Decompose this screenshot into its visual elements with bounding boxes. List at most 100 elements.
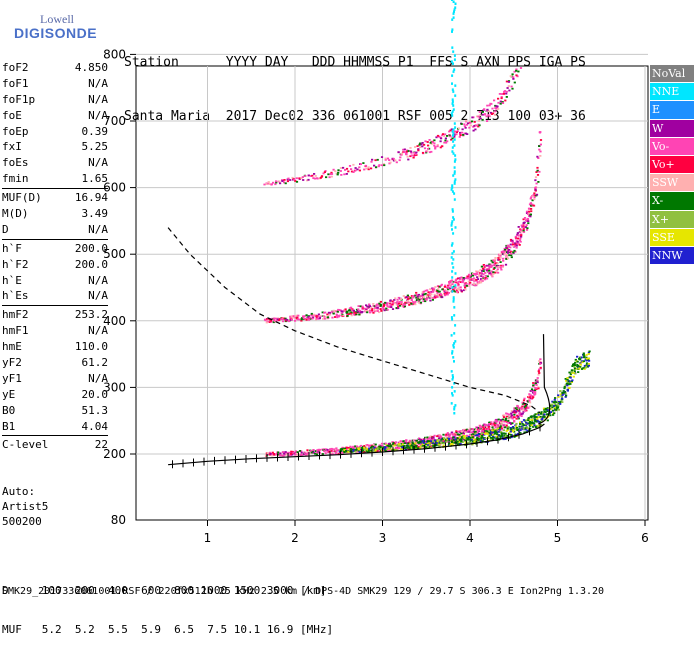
param-name: yE xyxy=(2,387,16,401)
param-value: 51.3 xyxy=(81,403,109,417)
lowell-digisonde-logo: Lowell DIGISONDE xyxy=(4,10,114,44)
param-name: foF2 xyxy=(2,61,29,74)
auto-program: Artist5 xyxy=(2,500,49,513)
param-row: B1 4.04 xyxy=(2,419,108,435)
legend-entry: NNW xyxy=(650,246,694,265)
autoscaling-info: Auto: Artist5 500200 xyxy=(2,484,48,529)
param-name: hmF2 xyxy=(2,308,29,322)
electron-density-profile xyxy=(168,423,545,466)
param-name: hmF1 xyxy=(2,324,29,338)
y-tick-label: 500 xyxy=(103,247,126,261)
param-row: foF1p N/A xyxy=(2,92,108,108)
param-name: yF1 xyxy=(2,371,22,385)
param-value: 4.850 xyxy=(74,61,108,74)
param-row: fmin 1.65 xyxy=(2,171,108,187)
polarization-legend: NoVal NNE E W Vo- Vo+ SSW X- X+ SSE NNW xyxy=(650,65,694,265)
logo-line2: DIGISONDE xyxy=(14,25,98,41)
param-row: fxI 5.25 xyxy=(2,139,108,155)
param-value: 110.0 xyxy=(74,340,108,354)
param-name: h`E xyxy=(2,273,22,287)
y-tick-label: 200 xyxy=(103,447,126,461)
param-value: 20.0 xyxy=(81,387,109,401)
x-tick-label: 5 xyxy=(554,531,562,545)
param-value: 0.39 xyxy=(81,124,109,138)
param-name: B1 xyxy=(2,419,16,433)
param-name: M(D) xyxy=(2,207,29,221)
plot-frame xyxy=(135,65,649,521)
x-tick-label: 4 xyxy=(466,531,474,545)
param-value: N/A xyxy=(88,324,108,338)
legend-entry: NoVal xyxy=(650,65,694,83)
param-value: 22 xyxy=(94,438,108,452)
legend-entry: SSW xyxy=(650,174,694,192)
x-tick-label: 2 xyxy=(291,531,299,545)
param-row: C-level 22 xyxy=(2,437,108,453)
legend-entry: NNE xyxy=(650,83,694,101)
model-profile-curve xyxy=(167,227,541,414)
logo-line1: Lowell xyxy=(40,12,74,26)
echo-trace xyxy=(263,67,523,186)
param-value: 3.49 xyxy=(81,207,109,221)
param-value: N/A xyxy=(88,273,108,287)
param-row: D N/A xyxy=(2,222,108,238)
param-row: yE 20.0 xyxy=(2,387,108,403)
param-name: C-level xyxy=(2,438,49,452)
param-row: MUF(D) 16.94 xyxy=(2,190,108,206)
param-name: foEp xyxy=(2,124,29,138)
param-name: D xyxy=(2,222,9,236)
legend-entry: W xyxy=(650,119,694,137)
legend-entry: SSE xyxy=(650,228,694,246)
distance-muf-table: D 100 200 400 600 800 1000 1500 3000 [km… xyxy=(2,558,333,649)
param-value: 5.25 xyxy=(81,140,109,154)
echo-trace xyxy=(263,131,543,324)
echo-trace xyxy=(264,358,543,457)
param-separator xyxy=(2,188,108,190)
y-tick-label: 300 xyxy=(103,380,126,394)
param-name: MUF(D) xyxy=(2,191,42,205)
param-name: h`F xyxy=(2,241,22,255)
legend-entry: Vo+ xyxy=(650,155,694,174)
param-value: N/A xyxy=(88,156,108,170)
x-tick-label: 1 xyxy=(204,531,212,545)
param-row: hmF1 N/A xyxy=(2,323,108,339)
param-row: B0 51.3 xyxy=(2,403,108,419)
param-row: h`E N/A xyxy=(2,273,108,289)
profile-topside xyxy=(538,334,551,425)
param-name: foE xyxy=(2,108,22,122)
ionogram-plot: 12345620030040050060070080090080 xyxy=(103,0,649,545)
param-row: hmE 110.0 xyxy=(2,339,108,355)
y-tick-label: 400 xyxy=(103,314,126,328)
param-name: foF1 xyxy=(2,76,29,90)
param-row: foF1 N/A xyxy=(2,76,108,92)
param-row: yF1 N/A xyxy=(2,371,108,387)
param-name: hmE xyxy=(2,340,22,354)
param-row: foF2 4.850 xyxy=(2,60,108,76)
param-row: yF2 61.2 xyxy=(2,355,108,371)
param-row: h`Es N/A xyxy=(2,288,108,304)
x-tick-label: 3 xyxy=(379,531,387,545)
param-name: fmin xyxy=(2,172,29,186)
param-separator xyxy=(2,238,108,240)
distance-row: D 100 200 400 600 800 1000 1500 3000 [km… xyxy=(2,584,327,597)
y-tick-label: 700 xyxy=(103,114,126,128)
param-value: N/A xyxy=(88,76,108,90)
header-line2: Santa Maria 2017 Dec02 336 061001 RSF 00… xyxy=(124,109,586,124)
param-separator xyxy=(2,435,108,437)
param-row: hmF2 253.2 xyxy=(2,307,108,323)
auto-label: Auto: xyxy=(2,485,36,498)
interference-band xyxy=(450,0,457,415)
y-tick-label: 600 xyxy=(103,181,126,195)
param-separator xyxy=(2,305,108,307)
echo-trace xyxy=(338,350,591,454)
param-name: yF2 xyxy=(2,356,22,370)
param-name: h`Es xyxy=(2,289,29,303)
profile-ticks xyxy=(172,423,541,469)
param-value: 16.94 xyxy=(74,191,108,205)
param-value: 1.65 xyxy=(81,172,109,186)
x-tick-label: 6 xyxy=(641,531,649,545)
y-tick-label: 80 xyxy=(111,513,126,527)
legend-entry: X- xyxy=(650,192,694,210)
param-value: N/A xyxy=(88,108,108,122)
param-value: N/A xyxy=(88,222,108,236)
param-value: 4.04 xyxy=(81,419,109,433)
